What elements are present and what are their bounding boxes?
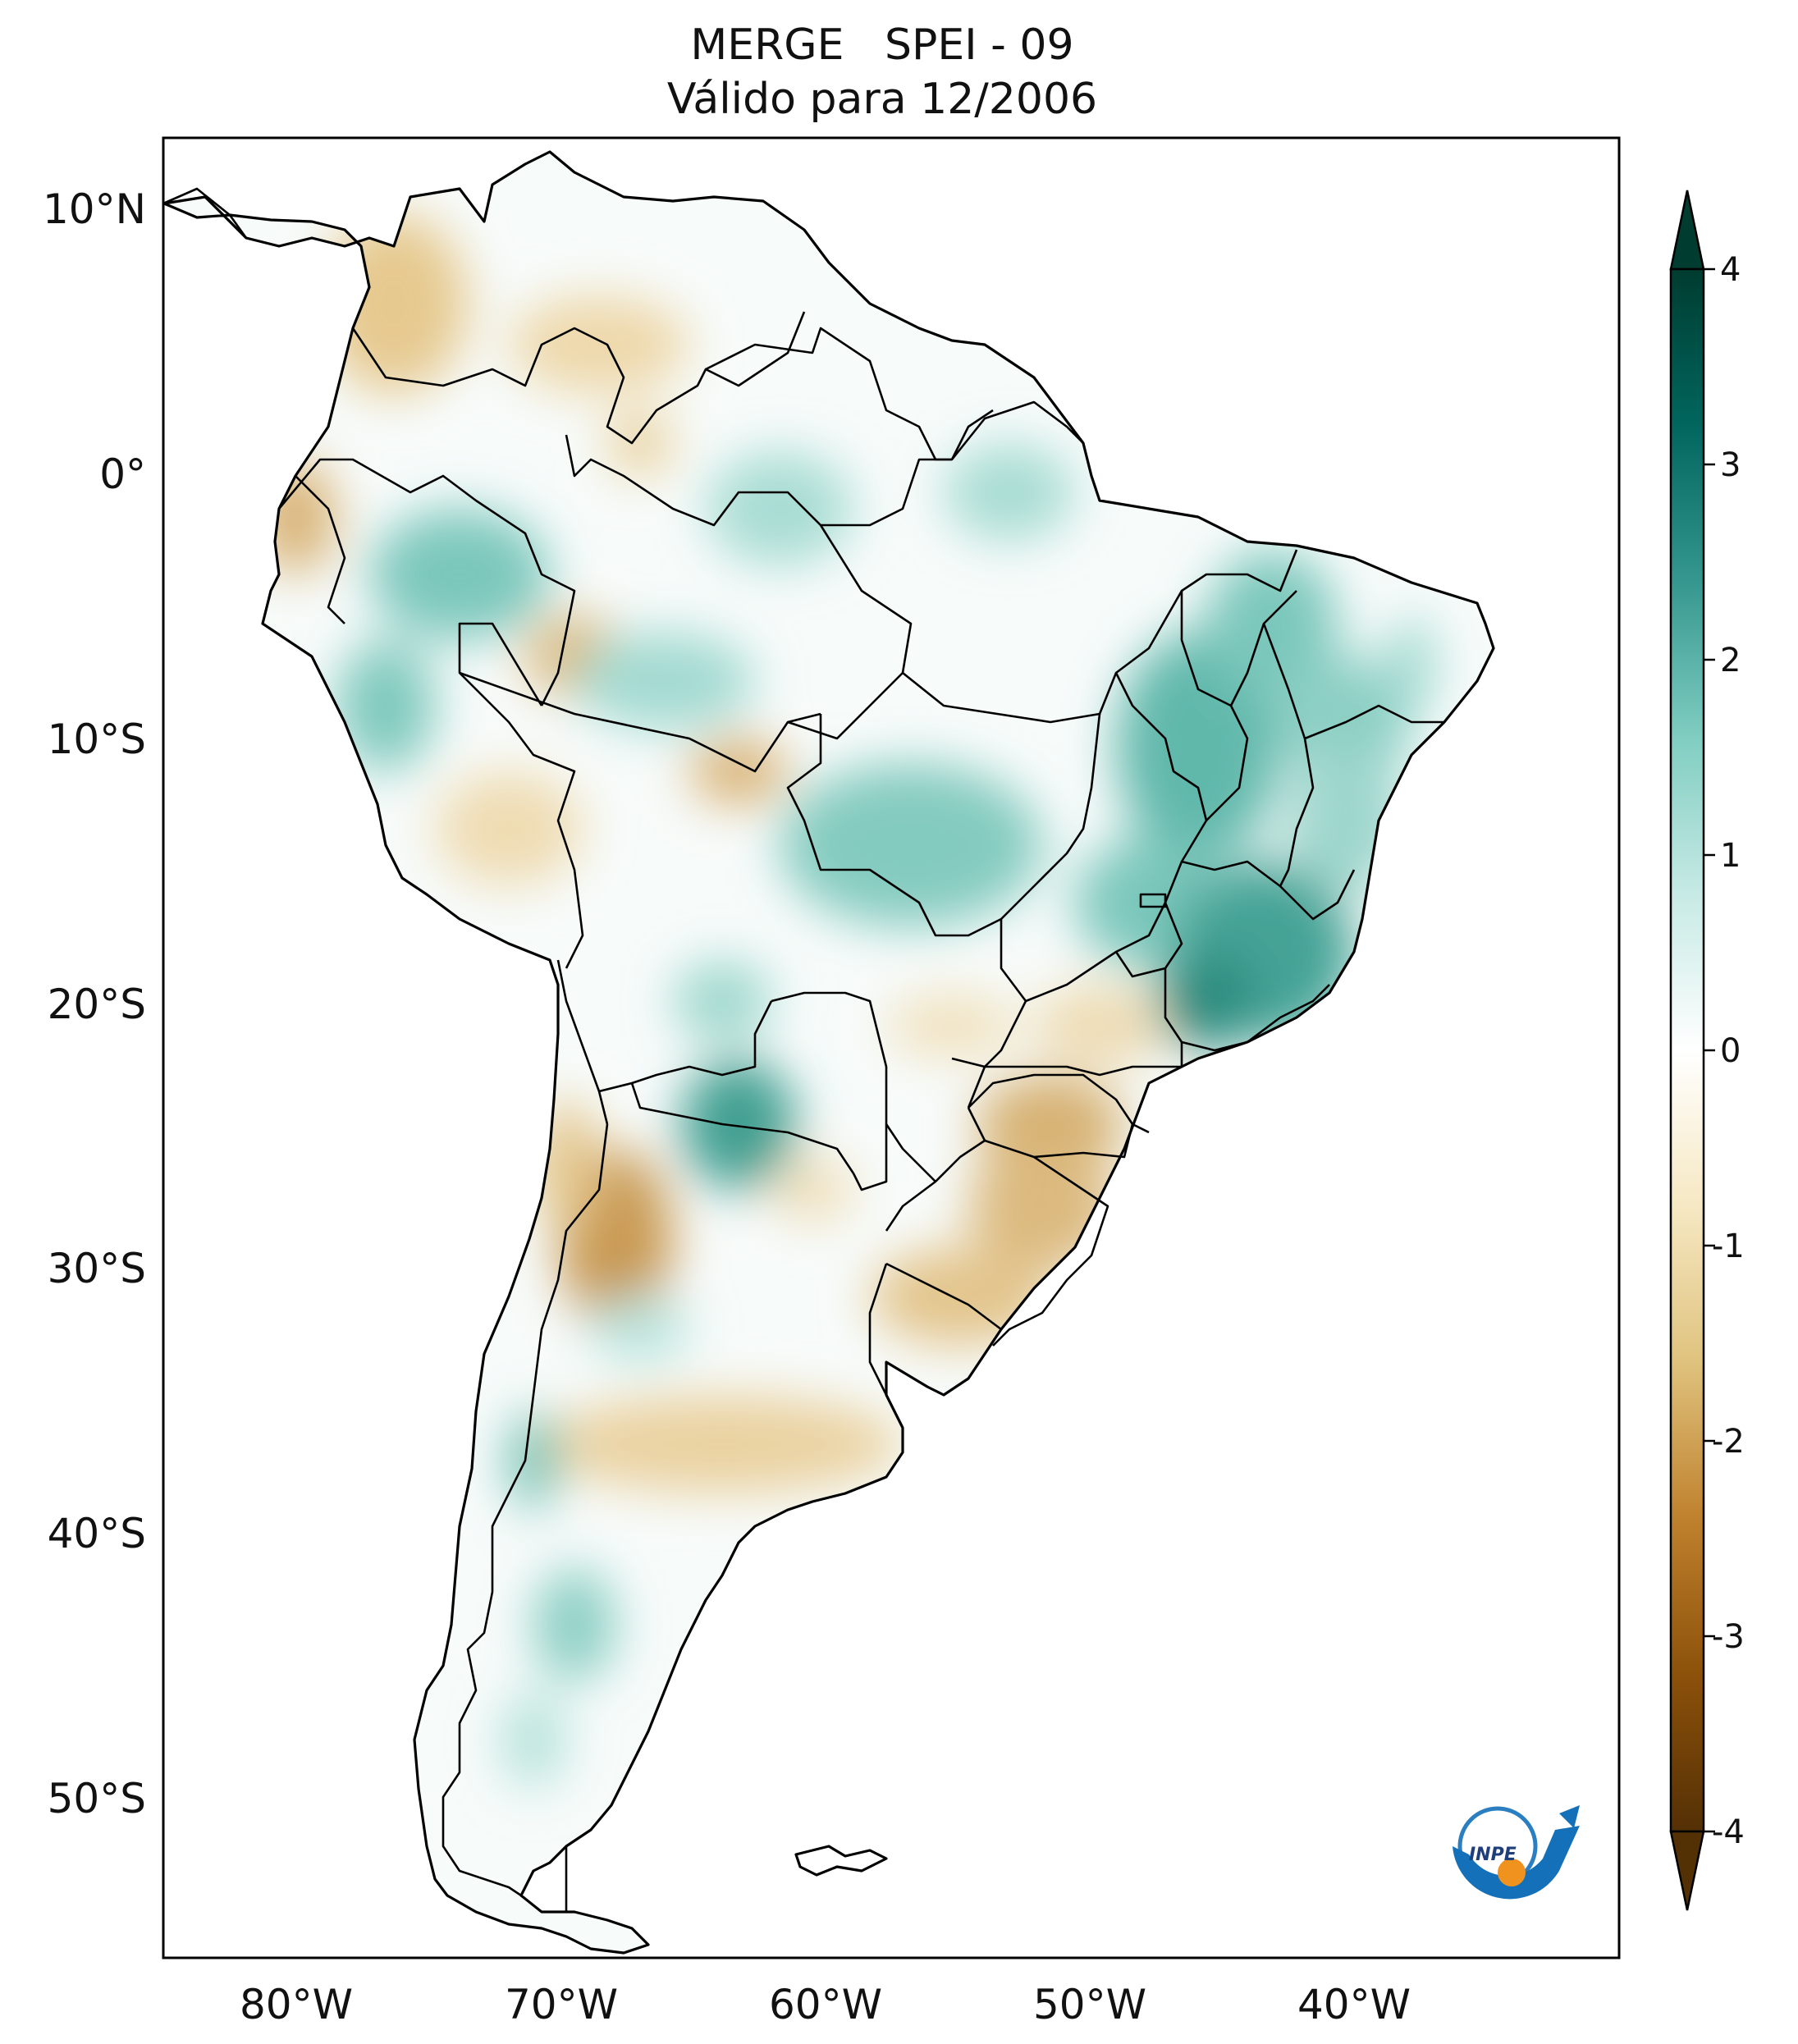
lat-label-20s: 20°S bbox=[48, 981, 146, 1028]
colorbar-extend-top bbox=[1669, 190, 1705, 271]
colorbar-label-2: 2 bbox=[1720, 642, 1741, 679]
colorbar-label-neg2: -2 bbox=[1712, 1423, 1745, 1461]
lon-label-50w: 50°W bbox=[1033, 1981, 1146, 2028]
colorbar-label-3: 3 bbox=[1720, 446, 1741, 484]
lat-label-30s: 30°S bbox=[48, 1245, 146, 1292]
colorbar-label-0: 0 bbox=[1720, 1032, 1741, 1070]
colorbar-label-1: 1 bbox=[1720, 837, 1741, 875]
inpe-logo-text: INPE bbox=[1469, 1845, 1517, 1865]
lat-label-40s: 40°S bbox=[48, 1510, 146, 1557]
lat-label-0: 0° bbox=[99, 450, 146, 498]
lon-label-70w: 70°W bbox=[505, 1981, 618, 2028]
coastline-and-borders bbox=[162, 150, 1495, 1955]
latitude-labels: 10°N 0° 10°S 20°S 30°S 40°S 50°S bbox=[43, 185, 146, 1822]
map-title-line2: Válido para 12/2006 bbox=[667, 75, 1097, 124]
lat-label-10n: 10°N bbox=[43, 185, 146, 233]
colorbar-label-neg4: -4 bbox=[1712, 1813, 1745, 1851]
lon-label-60w: 60°W bbox=[769, 1981, 882, 2028]
colorbar-label-neg1: -1 bbox=[1712, 1228, 1745, 1265]
longitude-labels: 80°W 70°W 60°W 50°W 40°W bbox=[240, 1981, 1411, 2028]
colorbar: 4 3 2 1 0 -1 -2 -3 -4 bbox=[1669, 190, 1745, 1911]
colorbar-body bbox=[1669, 268, 1705, 1833]
colorbar-extend-bottom bbox=[1669, 1830, 1705, 1911]
map-title-line1: MERGE SPEI - 09 bbox=[690, 21, 1073, 70]
lat-label-50s: 50°S bbox=[48, 1775, 146, 1822]
lon-label-80w: 80°W bbox=[240, 1981, 353, 2028]
lat-label-10s: 10°S bbox=[48, 716, 146, 763]
colorbar-ticks bbox=[1704, 268, 1715, 1833]
colorbar-label-neg3: -3 bbox=[1712, 1618, 1745, 1656]
colorbar-label-4: 4 bbox=[1720, 251, 1741, 289]
inpe-logo-icon: INPE bbox=[1453, 1805, 1580, 1900]
lon-label-40w: 40°W bbox=[1297, 1981, 1411, 2028]
